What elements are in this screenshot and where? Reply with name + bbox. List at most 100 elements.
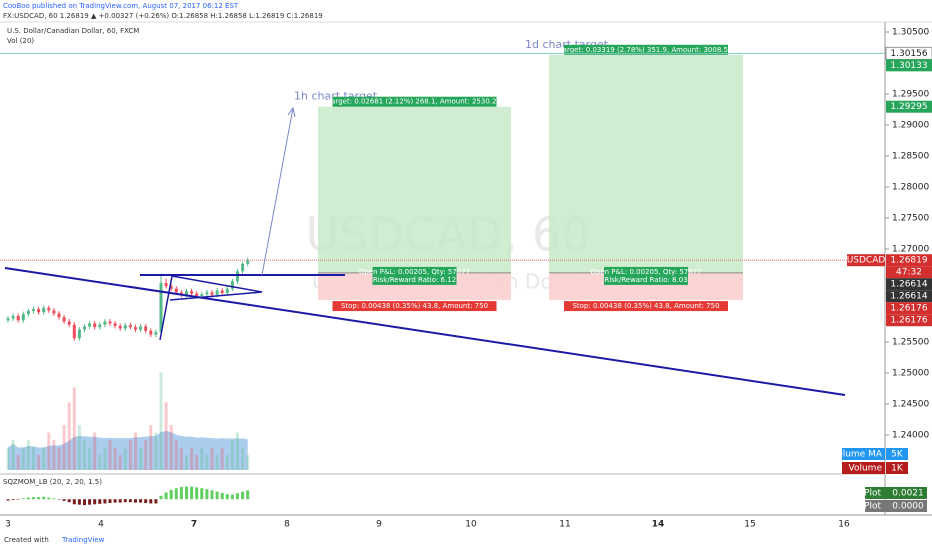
candle-body [241, 263, 245, 272]
candle-body [179, 292, 183, 295]
candle-body [42, 307, 46, 313]
y-tick-label: 1.24500 [892, 399, 929, 409]
y-tick-label: 1.25000 [892, 368, 929, 378]
symbol-badge: USDCAD [847, 256, 886, 266]
volume-bar [103, 447, 107, 470]
price-badge: 1.26176 [890, 316, 927, 326]
candle-body [154, 332, 158, 335]
price-badge-bg [886, 100, 932, 113]
volume-bar [128, 440, 132, 470]
stop-label-bg [332, 301, 497, 312]
volume-badge-value-bg [886, 462, 908, 474]
momentum-bar [11, 499, 15, 501]
momentum-bar [77, 499, 81, 505]
pnl-label: Open P&L: 0.00205, Qty: 57077 [359, 268, 470, 276]
indicator-title: SQZMOM_LB (20, 2, 20, 1.5) [3, 478, 102, 486]
momentum-bar [205, 489, 209, 500]
momentum-bar [47, 497, 51, 500]
volume-bar [195, 455, 199, 470]
volume-bar [88, 447, 92, 470]
momentum-bar [113, 499, 117, 503]
candle-body [6, 318, 10, 321]
volume-badge-value: 5K [891, 450, 904, 460]
stop-label: Stop: 0.00438 (0.35%) 43.8, Amount: 750 [341, 302, 488, 310]
momentum-bar [88, 499, 92, 505]
candle-body [185, 291, 188, 295]
momentum-bar [174, 488, 178, 500]
candle-body [134, 327, 137, 330]
volume-bar [113, 447, 117, 470]
plot-badge-bg [865, 487, 927, 499]
momentum-bar [185, 486, 188, 500]
momentum-bar [139, 499, 143, 503]
volume-bar [164, 402, 168, 470]
plot-badge-name: Plot [864, 502, 881, 512]
y-tick-label: 1.24000 [892, 430, 929, 440]
x-tick-label: 8 [284, 520, 290, 530]
y-tick-label: 1.25500 [892, 337, 929, 347]
price-badge: 1.26176 [890, 304, 927, 314]
candle-body [118, 325, 122, 329]
volume-bar [200, 447, 204, 470]
momentum-bar [154, 499, 158, 504]
target-zone [318, 106, 511, 273]
momentum-bar [128, 499, 132, 503]
volume-bar [83, 440, 86, 470]
volume-bar [118, 455, 122, 470]
candle-body [47, 307, 51, 311]
candle-body [93, 323, 97, 328]
volume-bar [26, 440, 30, 470]
candle-body [128, 325, 132, 328]
candle-body [215, 290, 219, 295]
volume-bar [52, 440, 56, 470]
momentum-bar [149, 499, 153, 504]
volume-badge-name: Volume MA [832, 450, 883, 460]
volume-bar [37, 455, 41, 470]
price-badge-bg [886, 266, 932, 279]
volume-bar [149, 425, 153, 470]
stop-label: Stop: 0.00438 (0.35%) 43.8, Amount: 750 [572, 302, 719, 310]
volume-bar [210, 447, 214, 470]
volume-title: Vol (20) [7, 37, 34, 45]
momentum-bar [236, 493, 239, 500]
momentum-bar [210, 490, 214, 500]
candle-body [174, 288, 178, 293]
candle-body [11, 315, 15, 319]
momentum-bar [52, 498, 56, 500]
arrow-head [287, 106, 296, 118]
x-tick-label: 11 [559, 520, 570, 530]
x-tick-label: 3 [5, 520, 11, 530]
x-tick-label: 15 [744, 520, 755, 530]
price-badge-bg [886, 314, 932, 327]
price-badge: 1.29295 [890, 102, 927, 112]
candle-body [83, 326, 86, 330]
candle-body [190, 291, 194, 294]
volume-bar [174, 440, 178, 470]
momentum-bar [72, 499, 76, 505]
candle-body [149, 330, 153, 335]
candle-body [21, 314, 25, 321]
y-tick-label: 1.29500 [892, 90, 929, 100]
price-badge: 47:32 [896, 268, 922, 278]
y-tick-label: 1.28000 [892, 183, 929, 193]
volume-bar [246, 455, 250, 470]
momentum-bar [225, 494, 229, 500]
volume-bar [169, 425, 173, 470]
candle-body [62, 317, 66, 322]
momentum-bar [164, 492, 168, 500]
rr-label: Risk/Reward Ratio: 6.12 [373, 276, 456, 284]
pnl-bg [372, 266, 457, 285]
momentum-bar [144, 499, 148, 504]
volume-bar [108, 440, 112, 470]
price-badge: 1.26614 [890, 292, 927, 302]
momentum-bar [159, 495, 163, 500]
candle-body [108, 321, 112, 324]
volume-bar [6, 447, 10, 470]
volume-bar [134, 432, 137, 470]
y-tick-label: 1.30500 [892, 28, 929, 38]
price-badge-bg [886, 59, 932, 72]
candle-body [169, 286, 173, 289]
momentum-bar [21, 498, 25, 500]
momentum-bar [26, 497, 30, 500]
